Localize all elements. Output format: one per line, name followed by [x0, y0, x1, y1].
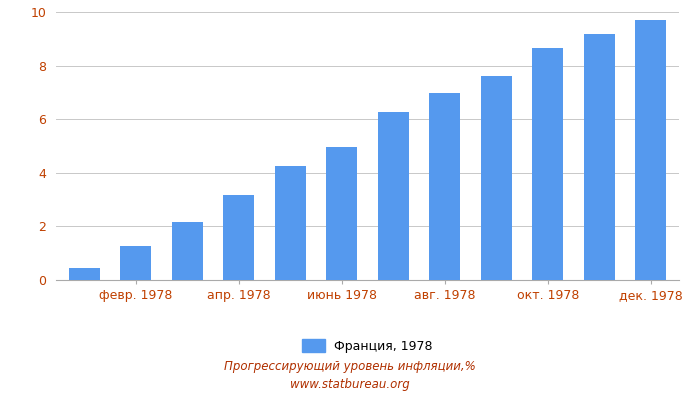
Bar — [532, 48, 564, 280]
Bar — [326, 147, 357, 280]
Bar — [635, 20, 666, 280]
Bar — [584, 34, 615, 280]
Bar — [378, 112, 409, 280]
Text: www.statbureau.org: www.statbureau.org — [290, 378, 410, 391]
Bar — [172, 222, 203, 280]
Bar — [223, 195, 254, 280]
Text: Прогрессирующий уровень инфляции,%: Прогрессирующий уровень инфляции,% — [224, 360, 476, 373]
Bar — [481, 76, 512, 280]
Bar — [120, 246, 151, 280]
Bar — [69, 268, 100, 280]
Bar — [429, 94, 460, 280]
Bar — [275, 166, 306, 280]
Legend: Франция, 1978: Франция, 1978 — [297, 334, 438, 358]
